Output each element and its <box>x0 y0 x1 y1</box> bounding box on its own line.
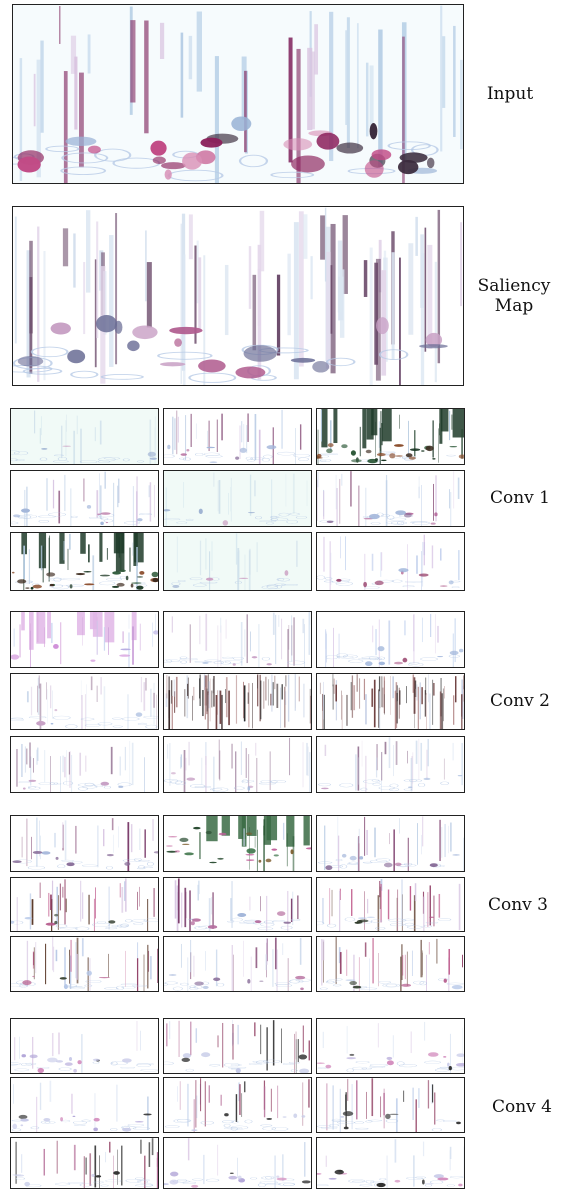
activation-texture <box>317 1019 464 1073</box>
conv3-map <box>10 877 159 932</box>
conv2-map <box>10 611 159 668</box>
conv2-map <box>163 673 312 730</box>
conv4-map <box>10 1018 159 1074</box>
activation-texture <box>11 674 158 729</box>
activation-texture <box>164 1019 311 1073</box>
conv1-map <box>316 532 465 591</box>
activation-texture <box>317 1078 464 1132</box>
conv3-map <box>316 936 465 992</box>
conv3-map <box>10 815 159 872</box>
activation-texture <box>11 471 158 526</box>
activation-texture <box>317 878 464 931</box>
conv1-map <box>163 408 312 465</box>
activation-texture <box>11 937 158 991</box>
conv3-map <box>10 936 159 992</box>
conv1-map <box>163 470 312 527</box>
activation-texture <box>164 674 311 729</box>
conv1-map <box>10 470 159 527</box>
activation-texture <box>317 471 464 526</box>
activation-texture <box>164 1138 311 1188</box>
conv4-map <box>10 1137 159 1189</box>
conv4-map <box>163 1018 312 1074</box>
conv3-map <box>163 936 312 992</box>
activation-texture <box>164 816 311 871</box>
conv2-map <box>316 736 465 793</box>
conv1-map <box>316 408 465 465</box>
activation-texture <box>317 1138 464 1188</box>
activation-texture <box>164 737 311 792</box>
activation-texture <box>164 471 311 526</box>
conv2-map <box>316 611 465 668</box>
row-label-saliency-map: Saliency Map <box>477 276 551 316</box>
activation-texture <box>11 878 158 931</box>
conv1-map <box>316 470 465 527</box>
activation-texture <box>11 409 158 464</box>
activation-texture <box>317 737 464 792</box>
conv4-map <box>316 1137 465 1189</box>
activation-texture <box>317 409 464 464</box>
activation-texture <box>317 612 464 667</box>
conv2-map <box>163 736 312 793</box>
input-spectrogram <box>12 4 464 184</box>
conv2-map <box>163 611 312 668</box>
activation-texture <box>13 5 463 183</box>
conv1-map <box>163 532 312 591</box>
conv3-map <box>316 877 465 932</box>
activation-texture <box>164 612 311 667</box>
row-label-conv2: Conv 2 <box>489 691 550 711</box>
activation-texture <box>11 737 158 792</box>
row-label-conv3: Conv 3 <box>487 895 548 915</box>
activation-texture <box>317 533 464 590</box>
conv2-map <box>10 736 159 793</box>
activation-texture <box>11 1078 158 1132</box>
row-label-input: Input <box>486 84 534 104</box>
activation-texture <box>11 1019 158 1073</box>
activation-texture <box>11 533 158 590</box>
conv1-map <box>10 532 159 591</box>
conv3-map <box>316 815 465 872</box>
conv2-map <box>316 673 465 730</box>
activation-texture <box>164 878 311 931</box>
conv2-map <box>10 673 159 730</box>
conv1-map <box>10 408 159 465</box>
activation-texture <box>11 612 158 667</box>
conv4-map <box>10 1077 159 1133</box>
activation-texture <box>164 937 311 991</box>
activation-texture <box>164 409 311 464</box>
conv3-map <box>163 877 312 932</box>
activation-texture <box>164 1078 311 1132</box>
activation-texture <box>317 816 464 871</box>
activation-texture <box>317 937 464 991</box>
conv4-map <box>316 1077 465 1133</box>
row-label-conv4: Conv 4 <box>491 1097 552 1117</box>
saliency-map <box>12 206 464 386</box>
activation-texture <box>11 816 158 871</box>
activation-texture <box>164 533 311 590</box>
conv3-map <box>163 815 312 872</box>
conv4-map <box>163 1077 312 1133</box>
activation-texture <box>11 1138 158 1188</box>
conv4-map <box>163 1137 312 1189</box>
activation-texture <box>317 674 464 729</box>
activation-texture <box>13 207 463 385</box>
conv4-map <box>316 1018 465 1074</box>
row-label-conv1: Conv 1 <box>489 488 550 508</box>
